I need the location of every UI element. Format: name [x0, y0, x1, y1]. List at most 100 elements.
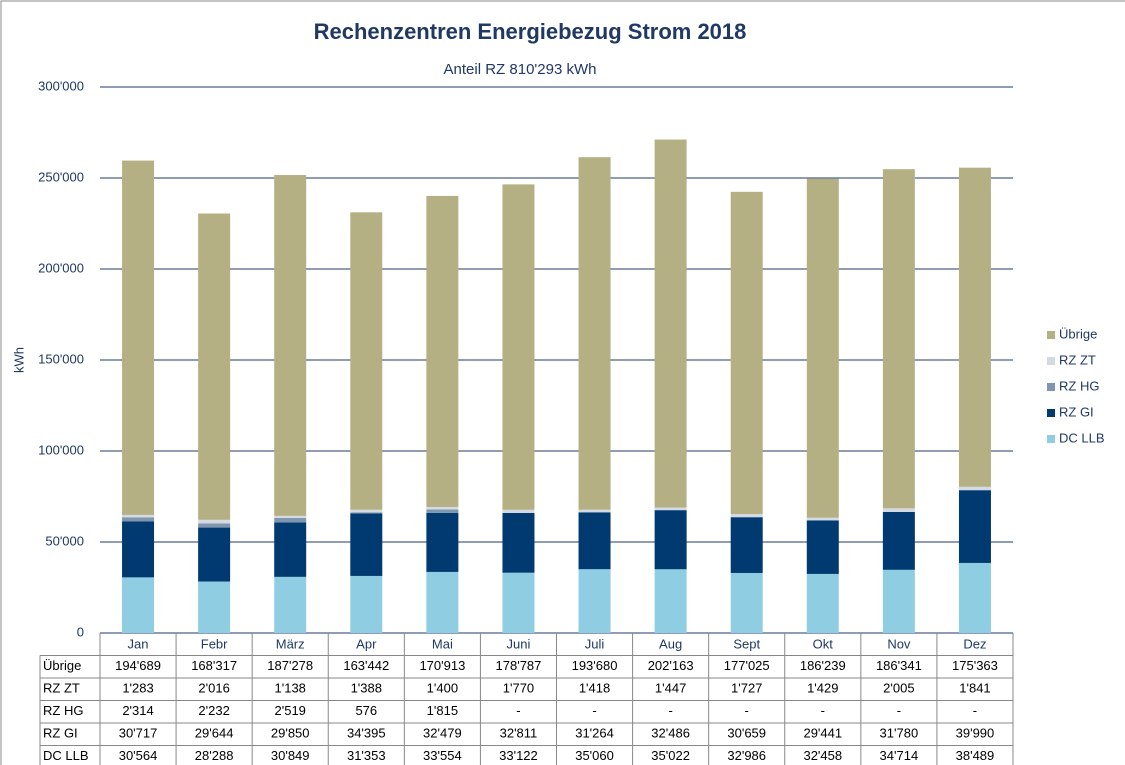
table-row-label: Übrige — [43, 658, 81, 673]
x-tick-label: Juli — [585, 637, 605, 652]
x-tick-label: Febr — [201, 637, 228, 652]
table-cell: 32'486 — [651, 726, 690, 741]
bar-segment — [198, 519, 231, 524]
bar-segment — [730, 572, 763, 633]
bar-segment — [426, 506, 459, 510]
bar-segment — [502, 572, 535, 633]
y-tick-label: 250'000 — [38, 169, 84, 184]
table-cell: 1'727 — [731, 681, 762, 696]
table-cell: 1'388 — [351, 681, 382, 696]
table-cell: 1'418 — [579, 681, 610, 696]
bar-segment — [958, 490, 991, 563]
bar-segment — [578, 512, 611, 570]
table-cell: 1'429 — [807, 681, 838, 696]
y-tick-label: 100'000 — [38, 442, 84, 457]
table-cell: 187'278 — [267, 658, 313, 673]
legend-label: RZ ZT — [1059, 352, 1096, 367]
x-tick-label: Apr — [356, 637, 377, 652]
bar-segment — [578, 509, 611, 513]
bar-segment — [882, 511, 915, 570]
table-cell: 32'479 — [423, 726, 462, 741]
legend-label: Übrige — [1059, 326, 1097, 341]
bar-segment — [730, 517, 763, 573]
bar-segment — [274, 522, 307, 577]
legend-swatch — [1047, 331, 1055, 339]
legend-swatch — [1047, 409, 1055, 417]
bar-segment — [122, 577, 155, 633]
x-tick-label: Nov — [887, 637, 911, 652]
bar-segment — [882, 569, 915, 633]
x-tick-label: März — [276, 637, 305, 652]
bar-segment — [730, 191, 763, 515]
bar-segment — [882, 169, 915, 509]
legend-swatch — [1047, 383, 1055, 391]
table-cell: - — [592, 703, 596, 718]
table-cell: 2'016 — [198, 681, 229, 696]
bar-segment — [958, 562, 991, 633]
bar-segment — [198, 523, 231, 528]
table-cell: 193'680 — [572, 658, 618, 673]
bar-segment — [654, 507, 687, 511]
table-cell: 34'395 — [347, 726, 386, 741]
y-tick-label: 0 — [77, 624, 84, 639]
table-cell: - — [668, 703, 672, 718]
y-axis-label: kWh — [11, 347, 26, 373]
table-cell: - — [821, 703, 825, 718]
x-tick-label: Aug — [659, 637, 682, 652]
table-cell: 30'849 — [271, 748, 310, 763]
bar-segment — [806, 520, 839, 574]
bar-segment — [578, 569, 611, 633]
table-cell: 202'163 — [648, 658, 694, 673]
table-cell: 32'458 — [803, 748, 842, 763]
bar-segment — [806, 573, 839, 633]
table-cell: 1'770 — [503, 681, 534, 696]
table-cell: - — [745, 703, 749, 718]
table-cell: - — [973, 703, 977, 718]
bar-segment — [426, 509, 459, 513]
x-tick-label: Jan — [128, 637, 149, 652]
bar-segment — [122, 521, 155, 578]
bar-segment — [654, 510, 687, 570]
table-cell: 1'283 — [122, 681, 153, 696]
table-cell: 2'005 — [883, 681, 914, 696]
y-tick-label: 50'000 — [45, 533, 84, 548]
table-cell: 576 — [355, 703, 377, 718]
table-cell: 1'447 — [655, 681, 686, 696]
table-cell: 2'232 — [198, 703, 229, 718]
bar-segment — [426, 512, 459, 572]
table-cell: 1'138 — [275, 681, 306, 696]
bar-segment — [578, 157, 611, 510]
bar-segment — [502, 509, 535, 514]
bar-segment — [958, 486, 991, 491]
table-cell: 39'990 — [956, 726, 995, 741]
bar-segment — [274, 175, 307, 516]
table-cell: 35'060 — [575, 748, 614, 763]
table-row-label: RZ GI — [43, 726, 78, 741]
table-row-label: DC LLB — [43, 748, 89, 763]
table-cell: 32'986 — [727, 748, 766, 763]
table-cell: 31'264 — [575, 726, 614, 741]
table-cell: 33'122 — [499, 748, 538, 763]
x-tick-label: Juni — [507, 637, 531, 652]
bar-segment — [350, 512, 383, 514]
x-tick-label: Sept — [733, 637, 760, 652]
table-cell: 168'317 — [191, 658, 237, 673]
y-tick-label: 150'000 — [38, 351, 84, 366]
table-cell: 29'441 — [803, 726, 842, 741]
table-cell: 194'689 — [115, 658, 161, 673]
table-row-label: RZ ZT — [43, 681, 80, 696]
table-cell: 31'353 — [347, 748, 386, 763]
chart-subtitle: Anteil RZ 810'293 kWh — [444, 61, 597, 78]
bar-segment — [122, 514, 155, 518]
bar-segment — [122, 160, 155, 515]
bar-segment — [122, 517, 155, 522]
chart-title: Rechenzentren Energiebezug Strom 2018 — [314, 19, 747, 44]
bar-segment — [806, 178, 839, 518]
table-cell: 2'314 — [122, 703, 153, 718]
table-cell: 1'815 — [427, 703, 458, 718]
bar-segment — [806, 517, 839, 521]
x-tick-label: Okt — [813, 637, 834, 652]
table-cell: 163'442 — [343, 658, 389, 673]
bar-segment — [654, 139, 687, 508]
